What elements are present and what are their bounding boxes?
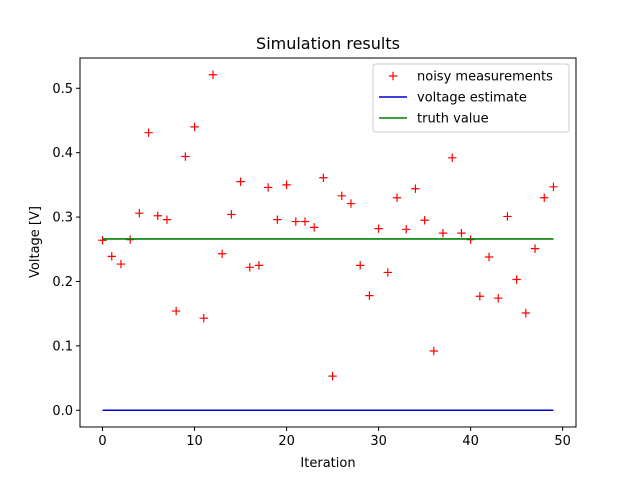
data-point bbox=[383, 268, 393, 277]
x-axis-label: Iteration bbox=[300, 456, 355, 471]
data-point bbox=[263, 183, 273, 192]
data-point bbox=[429, 346, 439, 356]
data-point bbox=[273, 215, 282, 224]
data-point bbox=[392, 193, 402, 202]
data-point bbox=[181, 152, 190, 161]
y-axis-label: Voltage [V] bbox=[28, 206, 43, 278]
data-point bbox=[107, 252, 116, 261]
chart-title: Simulation results bbox=[256, 34, 400, 53]
legend-label: truth value bbox=[417, 112, 489, 127]
data-point bbox=[512, 275, 521, 284]
data-point bbox=[448, 153, 457, 163]
x-tick-label: 50 bbox=[554, 434, 571, 449]
data-point bbox=[162, 215, 172, 224]
data-point bbox=[309, 223, 319, 232]
data-point bbox=[438, 228, 448, 238]
data-point bbox=[135, 208, 144, 218]
data-point bbox=[199, 313, 208, 323]
data-point bbox=[217, 249, 227, 258]
data-point bbox=[291, 217, 300, 226]
data-point bbox=[503, 212, 512, 221]
data-point bbox=[337, 191, 347, 201]
y-tick-label: 0.1 bbox=[52, 339, 73, 354]
data-point bbox=[457, 228, 466, 238]
data-point bbox=[402, 225, 411, 234]
data-point bbox=[420, 216, 429, 225]
y-tick-label: 0.0 bbox=[52, 404, 73, 419]
data-point bbox=[484, 252, 494, 262]
data-point bbox=[411, 184, 420, 193]
legend-label: voltage estimate bbox=[417, 91, 527, 106]
data-point bbox=[346, 199, 356, 208]
data-point bbox=[494, 294, 503, 303]
x-tick-label: 40 bbox=[462, 434, 479, 449]
data-point bbox=[521, 308, 531, 318]
plot-area bbox=[98, 70, 558, 412]
data-point bbox=[190, 122, 199, 132]
data-point bbox=[227, 210, 236, 219]
y-tick-label: 0.3 bbox=[52, 211, 73, 226]
plot-frame bbox=[79, 57, 577, 428]
data-point bbox=[374, 224, 383, 233]
legend: noisy measurements voltage estimate truth … bbox=[372, 63, 570, 133]
data-point bbox=[365, 291, 374, 300]
data-point bbox=[98, 236, 107, 245]
data-point bbox=[144, 128, 153, 137]
data-point bbox=[319, 173, 328, 182]
data-point bbox=[208, 70, 218, 79]
data-point bbox=[282, 180, 291, 190]
data-point bbox=[300, 217, 310, 226]
legend-swatch bbox=[388, 71, 398, 81]
y-tick-label: 0.2 bbox=[52, 275, 73, 290]
y-tick-label: 0.4 bbox=[52, 146, 73, 161]
axis-ticks: 0 10 20 30 40 50 0.0 0.1 0.2 0.3 0.4 0.5 bbox=[52, 82, 571, 449]
data-point bbox=[530, 244, 540, 253]
data-point bbox=[116, 259, 126, 269]
data-point bbox=[171, 306, 181, 316]
data-point bbox=[475, 292, 485, 301]
data-point bbox=[356, 261, 365, 270]
data-point bbox=[540, 193, 549, 202]
data-point bbox=[236, 177, 245, 186]
x-tick-label: 30 bbox=[370, 434, 387, 449]
y-tick-label: 0.5 bbox=[52, 82, 73, 97]
series-0 bbox=[98, 70, 558, 381]
x-tick-label: 0 bbox=[98, 434, 106, 449]
x-tick-label: 20 bbox=[278, 434, 295, 449]
legend-label: noisy measurements bbox=[417, 70, 553, 85]
legend-frame bbox=[372, 63, 570, 133]
data-point bbox=[254, 261, 264, 270]
data-point bbox=[328, 371, 337, 381]
data-point bbox=[153, 211, 162, 220]
data-point bbox=[549, 182, 558, 191]
x-tick-label: 10 bbox=[186, 434, 203, 449]
data-point bbox=[245, 263, 254, 272]
